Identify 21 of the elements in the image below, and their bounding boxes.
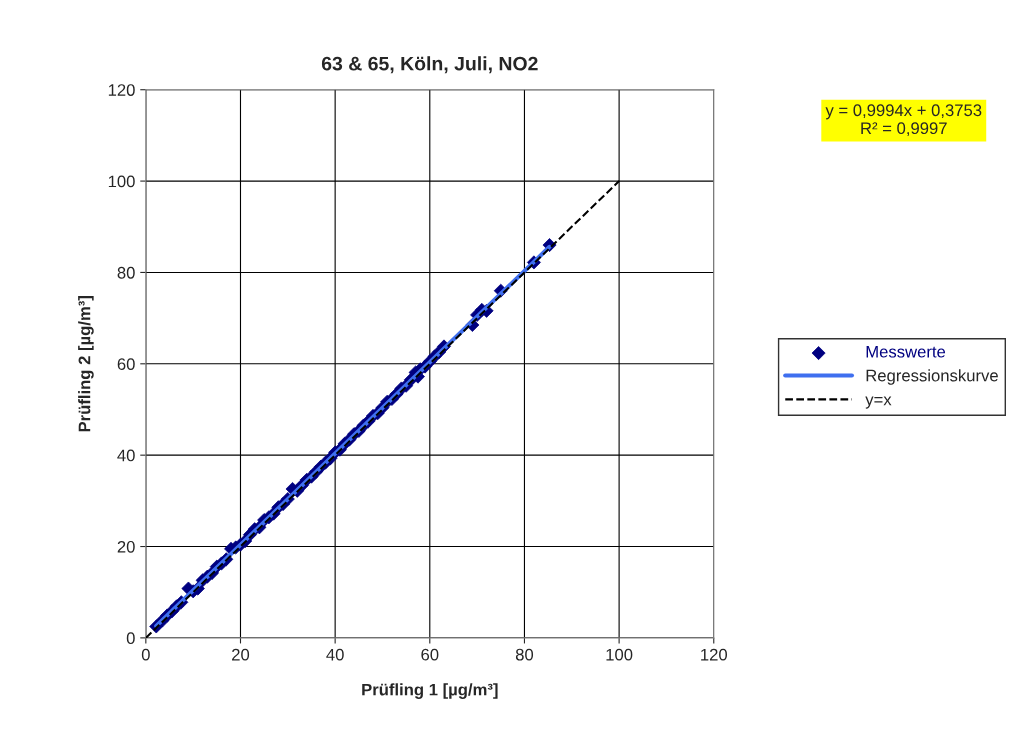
y-tick-label: 120 bbox=[108, 84, 135, 96]
x-tick-label: 60 bbox=[421, 648, 439, 661]
x-axis-title: Prüfling 1 [µg/m³] bbox=[362, 683, 498, 699]
text: y = 0,9994x + 0,3753 R² = 0,9997 bbox=[825, 104, 982, 137]
x-tick-label: 20 bbox=[232, 648, 250, 661]
y-tick-label: 80 bbox=[117, 266, 135, 279]
x-tick-label: 0 bbox=[141, 648, 150, 661]
y-tick-label: 40 bbox=[117, 449, 135, 462]
x-tick-label: 80 bbox=[515, 648, 534, 661]
y-tick-label: 60 bbox=[117, 358, 135, 371]
legend-label: y=x bbox=[865, 396, 892, 409]
x-tick-label: 120 bbox=[701, 648, 728, 661]
legend-label: Regressionskurve bbox=[866, 369, 998, 385]
x-tick-label: 40 bbox=[326, 648, 344, 661]
y-tick-label: 20 bbox=[117, 540, 135, 553]
chart-title: 63 & 65, Köln, Juli, NO2 bbox=[321, 56, 538, 74]
text: Messwerte bbox=[866, 345, 946, 358]
x-tick-label: 100 bbox=[606, 648, 633, 661]
y-axis-title: Prüfling 2 [µg/m³] bbox=[78, 296, 94, 432]
y-tick-label: 100 bbox=[108, 175, 135, 188]
y-tick-label: 0 bbox=[126, 632, 135, 645]
